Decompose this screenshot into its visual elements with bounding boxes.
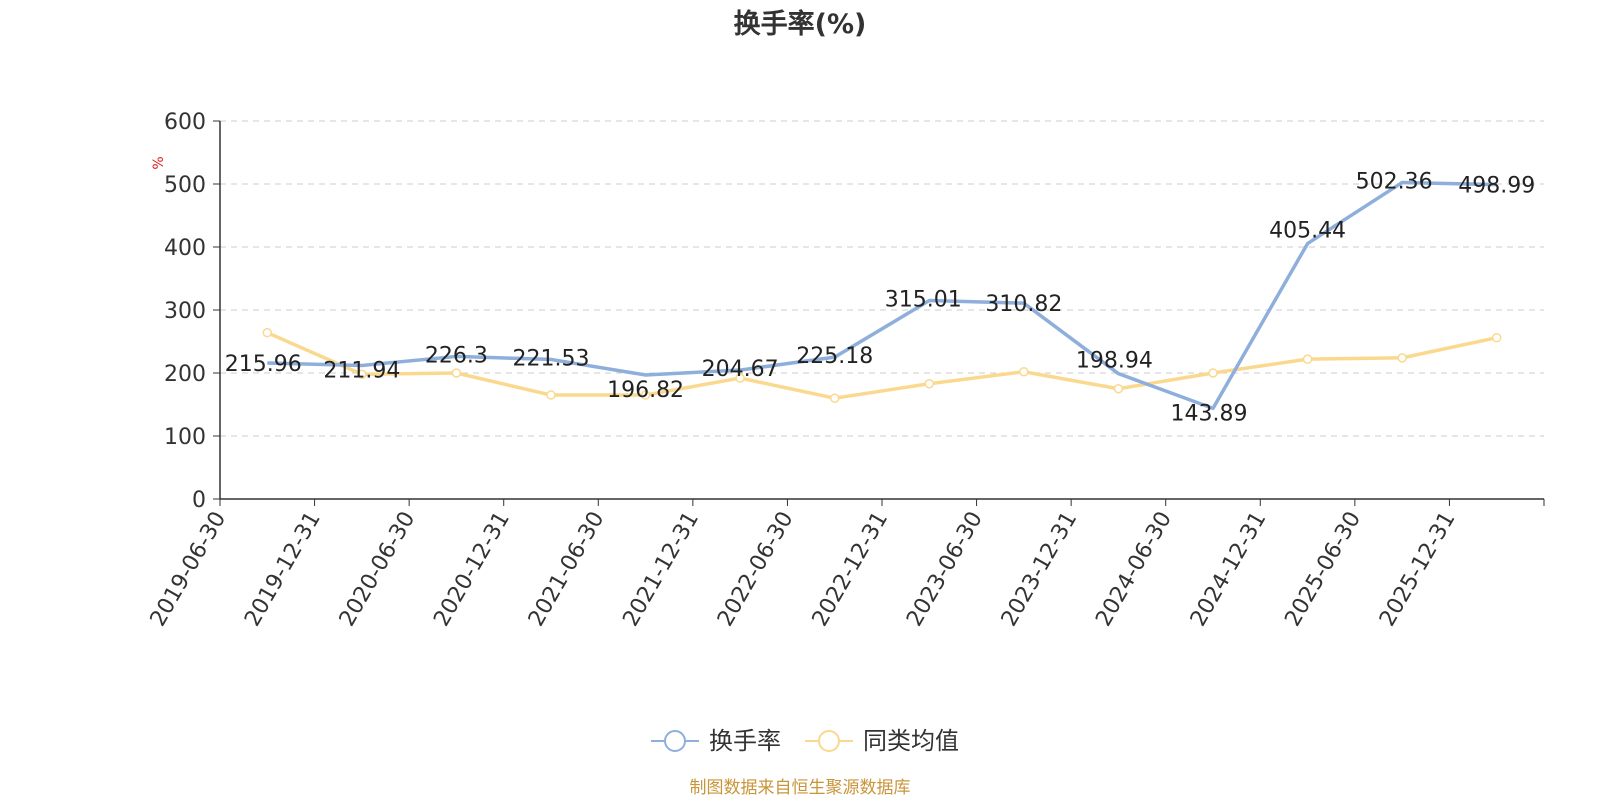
legend-label: 换手率 <box>709 727 781 755</box>
x-tick-label: 2024-06-30 <box>1091 508 1177 631</box>
data-label: 225.18 <box>796 344 873 369</box>
x-tick-label: 2019-12-31 <box>240 508 326 631</box>
data-point <box>735 373 745 383</box>
legend-circle-icon <box>818 730 840 752</box>
y-tick-label: 100 <box>164 425 206 450</box>
data-label: 226.3 <box>425 343 488 368</box>
y-tick-label: 300 <box>164 299 206 324</box>
data-label: 221.53 <box>513 346 590 371</box>
legend-item[interactable]: 换手率 <box>651 727 781 755</box>
x-tick-label: 2020-12-31 <box>429 508 515 631</box>
y-tick-label: 0 <box>192 488 206 513</box>
data-label: 143.89 <box>1171 401 1248 426</box>
data-label: 204.67 <box>702 357 779 382</box>
x-tick-label: 2021-06-30 <box>524 508 610 631</box>
x-tick-label: 2025-06-30 <box>1280 508 1366 631</box>
x-tick-label: 2021-12-31 <box>618 508 704 631</box>
data-point <box>640 390 651 400</box>
data-point <box>1302 354 1313 364</box>
data-label: 502.36 <box>1356 170 1433 195</box>
series-line <box>267 180 1497 411</box>
data-point <box>1113 384 1124 394</box>
legend-label: 同类均值 <box>863 727 959 755</box>
data-label: 211.94 <box>323 358 400 383</box>
x-tick-label: 2020-06-30 <box>335 507 421 630</box>
x-tick-label: 2025-12-31 <box>1375 508 1461 631</box>
data-label: 315.01 <box>885 288 962 313</box>
data-point <box>546 390 556 400</box>
data-point <box>262 327 273 338</box>
y-axis-unit-label: % <box>151 156 167 169</box>
data-point <box>1397 353 1407 363</box>
data-label: 498.99 <box>1458 174 1535 199</box>
data-label: 310.82 <box>985 292 1062 317</box>
data-point <box>1019 366 1029 377</box>
x-tick-label: 2022-06-30 <box>713 508 799 631</box>
data-point <box>1491 332 1502 343</box>
x-tick-label: 2023-12-31 <box>997 508 1083 631</box>
legend-circle-icon <box>664 730 686 752</box>
source-note: 制图数据来自恒生聚源数据库 <box>690 778 911 798</box>
y-tick-label: 600 <box>164 110 206 135</box>
data-label: 198.94 <box>1076 349 1153 374</box>
chart-title: 换手率(%) <box>734 8 867 40</box>
series-line <box>266 331 1498 400</box>
y-tick-label: 400 <box>164 236 206 261</box>
x-tick-label: 2019-06-30 <box>146 508 232 631</box>
legend-item[interactable]: 同类均值 <box>805 727 959 755</box>
data-label: 405.44 <box>1269 219 1346 244</box>
data-point <box>357 369 367 380</box>
y-tick-label: 500 <box>164 173 206 198</box>
data-label: 215.96 <box>225 352 302 377</box>
data-point <box>829 393 840 403</box>
y-tick-label: 200 <box>164 362 206 387</box>
data-point <box>924 378 935 389</box>
x-tick-label: 2024-12-31 <box>1186 508 1272 631</box>
x-tick-label: 2022-12-31 <box>808 508 894 631</box>
data-label: 196.82 <box>607 378 684 403</box>
x-tick-label: 2023-06-30 <box>902 508 988 631</box>
legend: 换手率 同类均值 <box>651 727 959 755</box>
data-point <box>451 368 462 378</box>
data-point <box>1208 368 1218 378</box>
